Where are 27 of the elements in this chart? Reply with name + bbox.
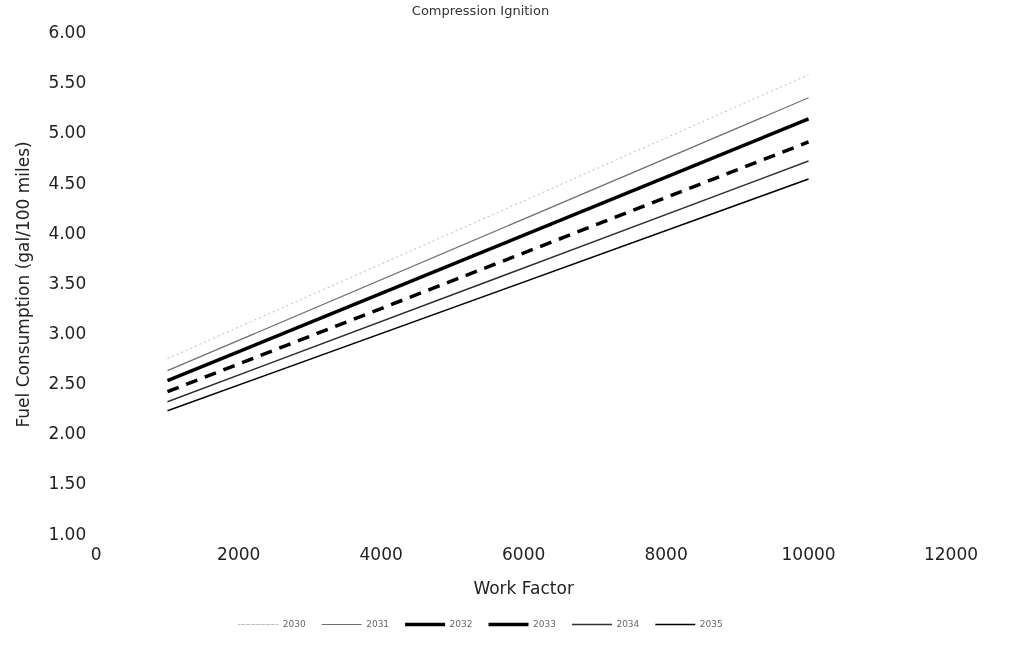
x-tick-label: 6000	[501, 543, 546, 564]
y-tick-label: 5.50	[48, 72, 87, 93]
legend-label: 2033	[533, 618, 556, 629]
legend-label: 2031	[366, 618, 390, 629]
legend-label: 2032	[449, 618, 473, 629]
y-tick-label: 4.50	[48, 172, 87, 193]
legend-label: 2035	[699, 618, 723, 629]
y-tick-label: 4.00	[48, 222, 87, 243]
x-axis-title: Work Factor	[473, 578, 574, 599]
y-tick-label: 2.50	[48, 373, 87, 394]
y-tick-label: 2.00	[48, 423, 87, 444]
y-tick-label: 3.50	[48, 272, 87, 293]
y-tick-label: 6.00	[48, 22, 87, 43]
x-tick-label: 4000	[359, 543, 403, 564]
x-tick-label: 2000	[217, 543, 261, 564]
y-tick-label: 3.00	[48, 322, 87, 343]
x-tick-label: 0	[90, 543, 102, 564]
x-tick-label: 8000	[644, 543, 688, 564]
y-tick-label: 1.00	[48, 523, 87, 544]
legend-label: 2034	[616, 618, 640, 629]
x-tick-label: 10000	[781, 543, 836, 564]
x-tick-label: 12000	[923, 543, 979, 564]
y-tick-label: 1.50	[48, 473, 87, 494]
y-axis-title: Fuel Consumption (gal/100 miles)	[12, 141, 33, 428]
y-tick-label: 5.00	[48, 122, 87, 143]
legend-label: 2030	[282, 618, 306, 629]
chart-title: Compression Ignition	[411, 3, 550, 19]
